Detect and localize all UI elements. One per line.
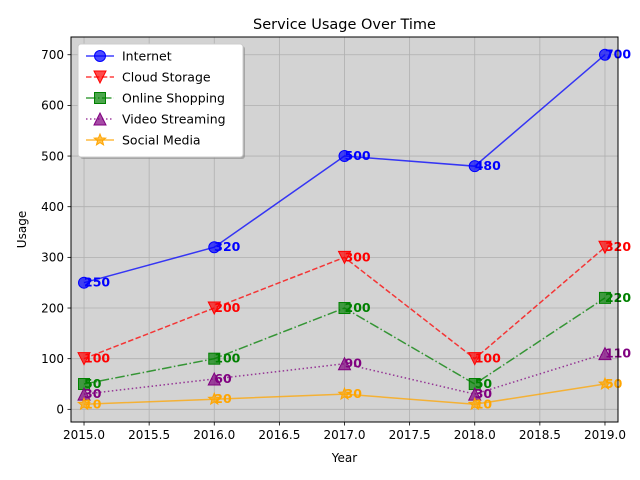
data-label: 50 <box>605 376 623 391</box>
y-tick-label: 100 <box>41 352 64 366</box>
data-point <box>598 291 611 304</box>
data-point <box>467 396 482 411</box>
data-label: 30 <box>475 386 493 401</box>
data-label: 50 <box>84 376 102 391</box>
x-tick-label: 2017.5 <box>389 428 431 442</box>
y-axis-ticks: 0 100 200 300 400 500 600 700 <box>41 48 71 417</box>
y-tick-label: 300 <box>41 251 64 265</box>
data-point <box>207 301 222 316</box>
x-tick-label: 2015.0 <box>63 428 105 442</box>
data-point <box>207 391 222 406</box>
data-point <box>338 302 351 315</box>
legend: Internet Cloud Storage Online Shopping Vide… <box>77 43 245 159</box>
data-label: 100 <box>475 351 501 366</box>
x-tick-label: 2018.0 <box>454 428 496 442</box>
legend-label: Video Streaming <box>122 112 226 127</box>
data-point <box>77 396 92 411</box>
data-label: 200 <box>214 300 240 315</box>
data-point <box>598 48 611 61</box>
data-label: 500 <box>345 148 371 163</box>
legend-item-social-media: Social Media <box>86 133 201 148</box>
data-label: 20 <box>214 391 232 406</box>
legend-box <box>77 43 244 158</box>
x-tick-label: 2019.0 <box>584 428 626 442</box>
y-tick-label: 400 <box>41 200 64 214</box>
y-tick-label: 200 <box>41 301 64 315</box>
data-label: 250 <box>84 275 110 290</box>
data-point <box>337 386 352 401</box>
data-label: 480 <box>475 158 501 173</box>
legend-label: Cloud Storage <box>122 70 211 85</box>
series-layer: 2503205004807001002003001003205010020050… <box>77 47 631 411</box>
data-point <box>467 352 482 366</box>
legend-label: Social Media <box>122 133 201 148</box>
legend-marker <box>94 92 106 104</box>
data-point <box>468 160 481 173</box>
legend-item-cloud-storage: Cloud Storage <box>86 70 211 85</box>
legend-marker <box>93 70 107 85</box>
data-label: 200 <box>345 300 371 315</box>
legend-label: Internet <box>122 49 172 64</box>
legend-marker <box>93 111 107 126</box>
legend-item-video-streaming: Video Streaming <box>86 112 226 127</box>
data-point <box>597 376 612 390</box>
data-point <box>208 241 221 254</box>
series-line <box>83 352 606 395</box>
data-label: 10 <box>475 396 493 411</box>
legend-marker <box>92 132 108 146</box>
data-label: 30 <box>84 386 102 401</box>
data-label: 10 <box>84 396 102 411</box>
data-label: 100 <box>84 351 110 366</box>
x-tick-label: 2016.0 <box>193 428 235 442</box>
x-tick-label: 2016.5 <box>258 428 300 442</box>
data-label: 30 <box>345 386 363 401</box>
x-axis-label: Year <box>331 451 357 465</box>
data-point <box>337 250 352 265</box>
x-tick-label: 2015.5 <box>128 428 170 442</box>
data-label: 320 <box>214 239 240 254</box>
data-point <box>208 352 221 365</box>
data-point <box>337 356 352 371</box>
data-label: 90 <box>345 356 363 371</box>
chart-title: Service Usage Over Time <box>253 17 436 33</box>
data-point <box>207 371 222 386</box>
data-point <box>78 276 91 289</box>
data-point <box>598 240 612 255</box>
x-tick-label: 2018.5 <box>519 428 561 442</box>
legend-item-online-shopping: Online Shopping <box>86 91 225 106</box>
data-label: 300 <box>345 249 371 264</box>
y-axis-label: Usage <box>15 211 29 248</box>
legend-item-internet: Internet <box>86 49 172 64</box>
x-axis-ticks: 2015.0 2015.5 2016.0 2016.5 2017.0 2017.5 2018… <box>63 422 626 442</box>
legend-marker <box>94 50 106 62</box>
data-label: 50 <box>475 376 493 391</box>
x-tick-label: 2017.0 <box>324 428 366 442</box>
legend-label: Online Shopping <box>122 91 225 106</box>
data-point <box>338 150 351 163</box>
y-tick-label: 600 <box>41 99 64 113</box>
data-point <box>77 352 91 366</box>
y-tick-label: 700 <box>41 48 64 62</box>
y-tick-label: 500 <box>41 149 64 163</box>
data-label: 60 <box>214 371 232 386</box>
data-label: 100 <box>214 351 240 366</box>
data-point <box>598 346 612 361</box>
y-tick-label: 0 <box>56 403 64 417</box>
